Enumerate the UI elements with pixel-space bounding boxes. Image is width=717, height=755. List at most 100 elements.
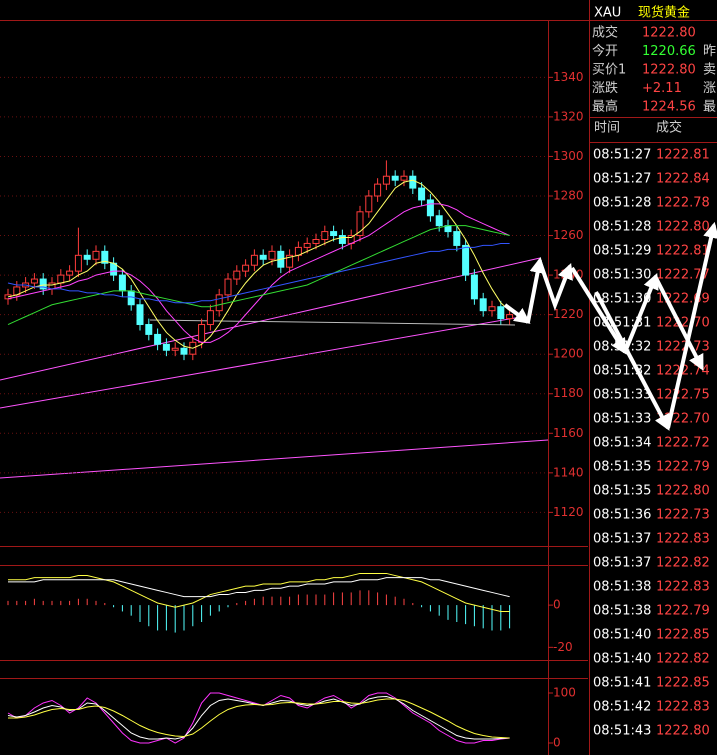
candle-body [462, 244, 470, 276]
trade-time: 08:51:35 [593, 484, 651, 499]
y-tick-label: 1220 [553, 307, 584, 321]
trade-price: 1222.82 [656, 652, 710, 667]
candle-body [198, 324, 206, 343]
quote-value: 1220.66 [642, 44, 696, 59]
trade-time: 08:51:37 [593, 532, 651, 547]
candle-body [409, 175, 417, 189]
trade-time: 08:51:34 [593, 436, 651, 451]
y-tick-label: 1140 [553, 465, 584, 479]
y-tick-label: 1320 [553, 109, 584, 123]
y-tick-label: 1260 [553, 228, 584, 242]
candle-body [136, 304, 144, 326]
candle-body [250, 254, 258, 266]
trade-price: 1222.83 [656, 580, 710, 595]
trade-price: 1222.83 [656, 700, 710, 715]
y-tick-label: 0 [553, 598, 561, 612]
y-tick-label: 100 [553, 686, 576, 700]
candle-body [145, 324, 153, 335]
candle-body [470, 274, 478, 300]
indicator-line [7, 179, 510, 349]
y-tick-label: 1120 [553, 505, 584, 519]
candle-body [488, 306, 496, 312]
column-header: 成交 [656, 120, 682, 136]
trade-time: 08:51:28 [593, 196, 651, 211]
candle-body [74, 254, 82, 272]
trade-time: 08:51:42 [593, 700, 651, 715]
trade-price: 1222.81 [656, 244, 710, 259]
trade-price: 1222.80 [656, 724, 710, 739]
candle-body [303, 242, 311, 248]
y-tick-label: 1280 [553, 188, 584, 202]
trade-price: 1222.83 [656, 532, 710, 547]
trade-price: 1222.72 [656, 436, 710, 451]
column-header: 时间 [594, 121, 620, 136]
trade-time: 08:51:36 [593, 508, 651, 523]
trade-price: 1222.73 [656, 340, 710, 355]
candle-body [321, 231, 329, 240]
trade-time: 08:51:30 [593, 292, 651, 307]
candle-body [162, 343, 170, 351]
instrument-name: 现货黄金 [638, 5, 690, 21]
candle-body [215, 294, 223, 312]
indicator-line [7, 203, 510, 343]
candle-body [66, 270, 74, 276]
y-tick-label: 1200 [553, 347, 584, 361]
quote-extra: 涨 [703, 81, 716, 96]
candle-body [356, 211, 364, 237]
quote-extra: 昨 [703, 44, 716, 59]
trade-price: 1222.81 [656, 148, 710, 163]
y-tick-label: -20 [553, 640, 573, 654]
quote-extra: 最 [703, 100, 716, 115]
trade-time: 08:51:33 [593, 388, 651, 403]
candle-body [259, 254, 267, 260]
main-chart: 1340132013001280126012401220120011801160… [0, 70, 584, 750]
quote-label: 最高 [592, 99, 618, 115]
trade-time: 08:51:27 [593, 172, 651, 187]
candle-body [39, 278, 47, 290]
quote-extra: 卖 [703, 63, 716, 78]
trade-time: 08:51:30 [593, 268, 651, 283]
trade-price: 1222.75 [656, 388, 710, 403]
candle-body [30, 278, 38, 284]
candle-body [338, 235, 346, 244]
candle-body [365, 195, 373, 213]
candle-body [453, 231, 461, 246]
trade-time: 08:51:40 [593, 652, 651, 667]
trade-time: 08:51:38 [593, 580, 651, 595]
trade-time: 08:51:41 [593, 676, 651, 691]
quote-label: 涨跌 [592, 80, 618, 96]
candle-body [57, 274, 65, 284]
trade-time: 08:51:27 [593, 148, 651, 163]
trade-price: 1222.80 [656, 484, 710, 499]
trade-price: 1222.73 [656, 508, 710, 523]
quote-label: 成交 [592, 25, 618, 41]
trade-price: 1222.79 [656, 460, 710, 475]
quote-value: 1222.80 [642, 63, 696, 78]
candle-body [506, 314, 514, 320]
candle-body [286, 254, 294, 268]
candle-body [127, 290, 135, 306]
quote-value: +2.11 [642, 81, 682, 96]
quote-value: 1222.80 [642, 26, 696, 41]
indicator-line [8, 698, 510, 739]
trade-time: 08:51:40 [593, 628, 651, 643]
candle-body [391, 175, 399, 181]
candle-body [171, 347, 179, 351]
candle-body [118, 274, 126, 292]
indicator-line [8, 572, 510, 612]
trade-price: 1222.80 [656, 220, 710, 235]
trade-price: 1222.85 [656, 628, 710, 643]
candle-body [330, 231, 338, 237]
trade-price: 1222.79 [656, 604, 710, 619]
trade-time: 08:51:29 [593, 244, 651, 259]
annotation-arrows [503, 221, 717, 431]
candle-body [224, 278, 232, 296]
y-tick-label: 0 [553, 736, 561, 750]
quote-label: 今开 [592, 43, 618, 59]
y-tick-label: 1160 [553, 426, 584, 440]
candle-body [154, 333, 162, 345]
trade-price: 1222.85 [656, 676, 710, 691]
candle-body [426, 199, 434, 217]
